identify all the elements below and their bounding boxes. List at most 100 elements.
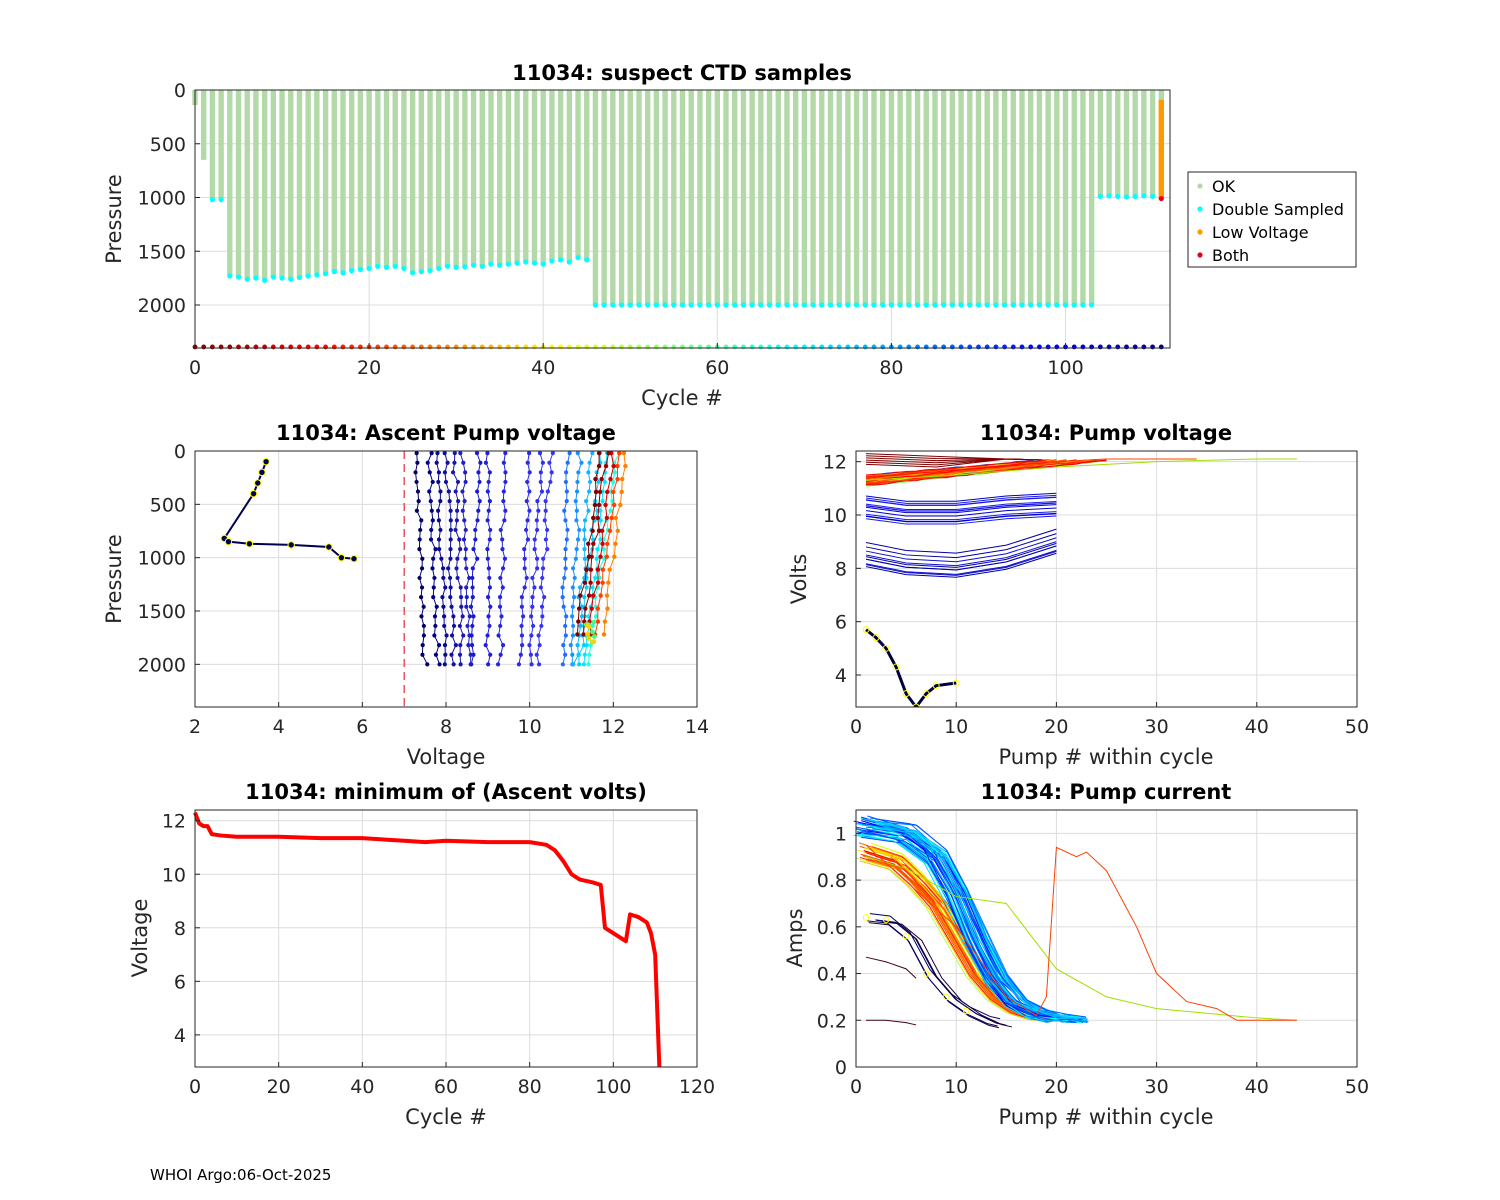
cycle-marker [1132, 344, 1138, 350]
cycle-marker [915, 344, 920, 350]
ok-bar [340, 90, 346, 273]
voltage-sample [448, 556, 453, 561]
cycle-marker [401, 344, 407, 350]
voltage-sample [420, 643, 425, 648]
double-sampled-point [305, 273, 311, 279]
voltage-sample [586, 614, 591, 619]
voltage-sample [542, 518, 547, 523]
voltage-sample [496, 633, 501, 638]
voltage-sample [486, 479, 491, 485]
double-sampled-point [392, 263, 398, 269]
voltage-sample [561, 604, 566, 609]
voltage-sample [600, 541, 605, 546]
x-tick-label: 40 [1245, 1076, 1269, 1098]
double-sampled-point [732, 302, 738, 308]
ok-bar [418, 90, 425, 272]
pump-voltage-title: 11034: Pump voltage [980, 421, 1232, 445]
voltage-sample [430, 518, 435, 523]
voltage-sample [596, 450, 602, 456]
cycle-marker [253, 344, 259, 350]
voltage-sample [570, 652, 575, 657]
double-sampled-point [296, 274, 303, 281]
voltage-sample [500, 566, 506, 571]
highlighted-sample [287, 541, 295, 549]
voltage-sample [449, 633, 455, 638]
voltage-sample [443, 585, 448, 590]
voltage-sample [602, 479, 607, 485]
double-sampled-point [1010, 302, 1016, 308]
voltage-sample [600, 580, 605, 585]
min-ascent-volts-xlabel: Cycle # [405, 1105, 487, 1129]
x-tick-label: 10 [944, 716, 968, 738]
voltage-sample [530, 604, 535, 609]
x-tick-label: 0 [189, 357, 201, 379]
voltage-sample [548, 479, 553, 485]
voltage-sample [527, 489, 532, 494]
voltage-sample [617, 450, 622, 456]
voltage-sample [452, 451, 457, 456]
voltage-sample [432, 575, 437, 581]
pump-voltage-line [865, 541, 1057, 567]
ok-bar [749, 90, 755, 305]
cycle-marker [331, 344, 337, 350]
voltage-sample [458, 451, 463, 456]
highlighted-sample [942, 993, 950, 1001]
voltage-sample [527, 451, 532, 456]
cycle-marker [932, 344, 938, 350]
ok-bar [1019, 90, 1025, 305]
voltage-sample [429, 527, 434, 533]
pump-voltage-ylabel: Volts [787, 554, 811, 605]
double-sampled-point [584, 257, 590, 263]
cycle-marker [671, 344, 677, 350]
highlighted-sample [254, 479, 262, 487]
voltage-sample [461, 633, 466, 638]
y-tick-label: 6 [174, 971, 186, 993]
ok-bar [1097, 90, 1104, 197]
ok-bar [679, 90, 686, 305]
double-sampled-point [862, 302, 868, 308]
voltage-sample [430, 479, 435, 485]
voltage-sample [542, 595, 547, 600]
voltage-sample [446, 566, 451, 571]
voltage-sample [483, 643, 488, 648]
voltage-sample [501, 489, 506, 494]
ok-bar [227, 90, 233, 276]
voltage-sample [425, 662, 430, 667]
ok-bar [688, 90, 694, 305]
cycle-marker [758, 344, 764, 350]
cycle-marker [436, 344, 442, 350]
highlighted-sample [952, 679, 960, 687]
voltage-sample [535, 499, 540, 504]
voltage-sample [582, 518, 588, 523]
voltage-sample [527, 508, 532, 513]
double-sampled-point [505, 261, 511, 267]
voltage-sample [498, 575, 503, 581]
x-tick-label: 14 [685, 716, 709, 738]
x-tick-label: 10 [944, 1076, 968, 1098]
ok-bar [1088, 90, 1095, 305]
y-tick-label: 500 [150, 134, 186, 156]
highlighted-sample [258, 468, 266, 477]
ok-bar [836, 90, 842, 305]
voltage-sample [586, 470, 591, 475]
y-tick-label: 2000 [138, 654, 186, 676]
ok-bar [1115, 90, 1121, 197]
cycle-marker [384, 344, 389, 350]
ok-bar [444, 90, 451, 267]
voltage-sample [525, 518, 530, 523]
cycle-marker [201, 344, 207, 350]
legend-marker [1197, 206, 1203, 212]
voltage-sample [478, 460, 483, 465]
voltage-sample [471, 614, 476, 619]
double-sampled-point [758, 302, 764, 308]
voltage-sample [596, 463, 602, 469]
voltage-sample [595, 580, 601, 585]
cycle-marker [967, 344, 973, 350]
voltage-sample [500, 585, 505, 590]
ok-bar [540, 90, 546, 265]
voltage-sample [525, 479, 530, 485]
voltage-sample [459, 604, 464, 609]
voltage-sample [503, 508, 508, 513]
voltage-sample [453, 527, 458, 533]
